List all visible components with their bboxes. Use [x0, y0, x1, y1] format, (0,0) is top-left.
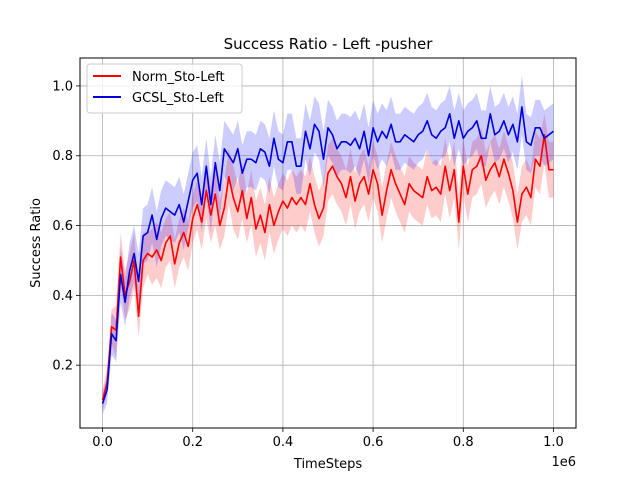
chart-title: Success Ratio - Left -pusher: [224, 35, 434, 53]
grid-lines: [80, 58, 576, 428]
confidence-bands: [102, 75, 554, 414]
band-norm-sto-left: [102, 113, 554, 411]
y-tick-label: 0.2: [52, 359, 73, 374]
legend: Norm_Sto-Left GCSL_Sto-Left: [86, 63, 243, 114]
x-tick-label: 0.2: [182, 435, 203, 450]
x-tick-label: 0.0: [92, 435, 113, 450]
line-gcsl-sto-left: [101, 106, 554, 404]
y-tick-label: 0.8: [52, 149, 73, 164]
x-tick-label: 0.6: [363, 435, 384, 450]
x-tick-label: 0.8: [453, 435, 474, 450]
legend-label-norm-sto-left: Norm_Sto-Left: [132, 70, 225, 85]
axis-ticks: 0.0 0.2 0.4 0.6 0.8 1.0 0.2 0.4 0.6 0.8 1.0: [52, 79, 563, 450]
band-gcsl-sto-left: [102, 75, 554, 414]
x-tick-label: 0.4: [273, 435, 294, 450]
y-tick-label: 0.6: [52, 219, 73, 234]
plot-area: 0.0 0.2 0.4 0.6 0.8 1.0 0.2 0.4 0.6 0.8 1.0: [52, 57, 577, 450]
legend-label-gcsl-sto-left: GCSL_Sto-Left: [132, 91, 224, 106]
y-tick-label: 0.4: [52, 289, 73, 304]
plot-frame: [79, 57, 577, 429]
legend-box: [86, 63, 243, 114]
x-axis-title: TimeSteps: [293, 457, 362, 472]
plot-background: [80, 58, 576, 428]
y-axis-title: Success Ratio: [29, 198, 44, 288]
line-norm-sto-left: [101, 134, 554, 401]
series-lines: [101, 106, 554, 404]
x-axis-offset-label: 1e6: [551, 455, 576, 470]
y-tick-label: 1.0: [52, 79, 73, 94]
x-tick-label: 1.0: [543, 435, 564, 450]
